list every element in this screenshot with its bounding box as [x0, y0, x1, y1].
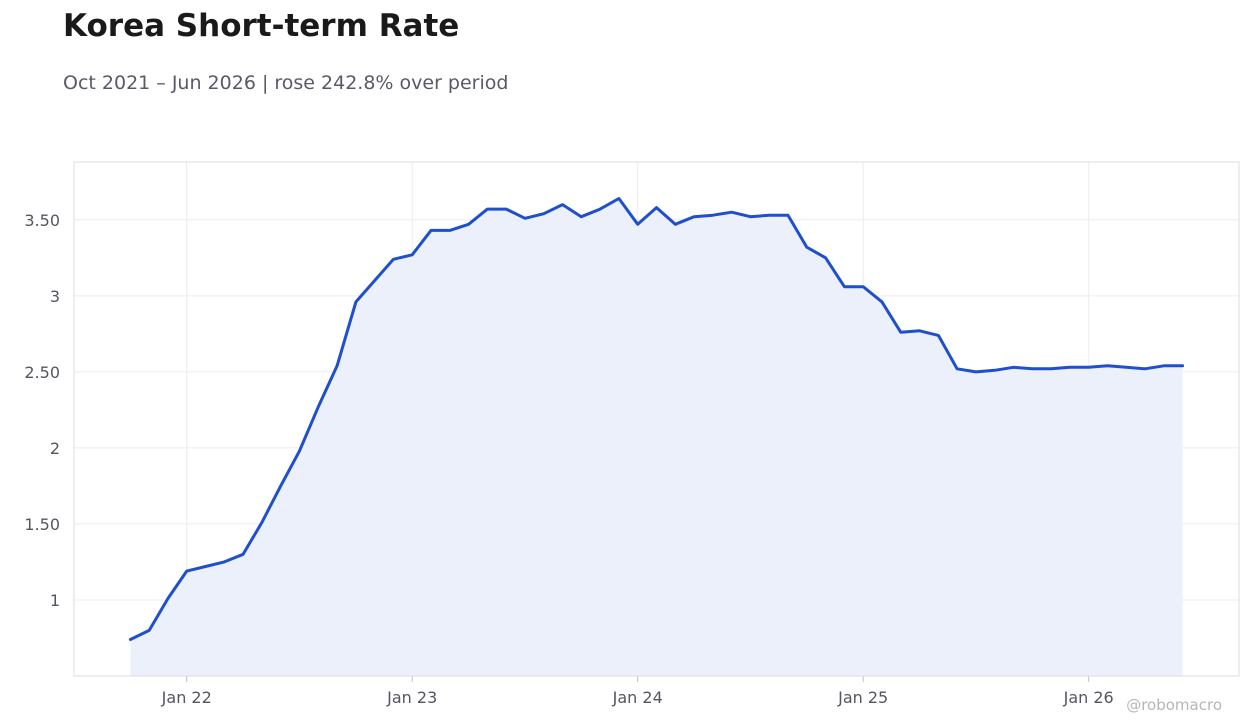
data-point	[147, 628, 151, 632]
data-point	[279, 484, 283, 488]
data-point	[222, 560, 226, 564]
data-point	[767, 213, 771, 217]
data-point	[899, 330, 903, 334]
plot-frame	[73, 161, 1240, 677]
data-point	[861, 285, 865, 289]
data-point	[1181, 364, 1185, 368]
data-point	[1012, 365, 1016, 369]
data-point	[185, 569, 189, 573]
data-point	[993, 368, 997, 372]
x-axis-tick-labels: Jan 22 Jan 23 Jan 24 Jan 25 Jan 26	[161, 688, 1114, 707]
data-point	[936, 333, 940, 337]
data-point	[579, 215, 583, 219]
data-point	[429, 228, 433, 232]
data-point	[617, 197, 621, 201]
chart-subtitle: Oct 2021 – Jun 2026 | rose 242.8% over p…	[63, 72, 509, 94]
data-point	[805, 245, 809, 249]
data-point	[730, 210, 734, 214]
data-point	[298, 449, 302, 453]
data-point	[673, 222, 677, 226]
data-point	[1030, 367, 1034, 371]
data-point	[523, 216, 527, 220]
y-tick-label: 3	[50, 287, 60, 306]
data-point	[204, 565, 208, 569]
data-point	[692, 215, 696, 219]
data-point	[786, 213, 790, 217]
data-point	[711, 213, 715, 217]
data-point	[1087, 365, 1091, 369]
data-point	[918, 329, 922, 333]
data-point	[391, 257, 395, 261]
y-tick-label: 1	[50, 591, 60, 610]
data-point	[636, 222, 640, 226]
x-tick-label: Jan 23	[386, 688, 437, 707]
data-point	[166, 596, 170, 600]
data-point	[749, 215, 753, 219]
data-point	[485, 207, 489, 211]
y-tick-label: 2	[50, 439, 60, 458]
data-point	[1124, 365, 1128, 369]
data-point	[241, 552, 245, 556]
x-tick-label: Jan 25	[837, 688, 888, 707]
rate-series-line	[128, 197, 1185, 641]
x-tick-label: Jan 24	[612, 688, 663, 707]
data-point	[373, 279, 377, 283]
data-point	[260, 520, 264, 524]
y-tick-label: 2.50	[24, 363, 60, 382]
data-point	[504, 207, 508, 211]
data-point	[1049, 367, 1053, 371]
data-point	[955, 367, 959, 371]
rate-area-fill	[130, 198, 1183, 676]
data-point	[1143, 367, 1147, 371]
x-tick-label: Jan 26	[1063, 688, 1114, 707]
data-point	[316, 405, 320, 409]
data-point	[824, 256, 828, 260]
data-point	[542, 212, 546, 216]
data-point	[974, 370, 978, 374]
data-point	[128, 638, 132, 642]
data-point	[467, 222, 471, 226]
data-point	[655, 206, 659, 210]
data-point	[1106, 364, 1110, 368]
data-point	[598, 207, 602, 211]
y-tick-label: 3.50	[24, 211, 60, 230]
data-point	[410, 253, 414, 257]
chart-title: Korea Short-term Rate	[63, 8, 460, 44]
data-point	[448, 228, 452, 232]
data-point	[354, 300, 358, 304]
data-point	[1162, 364, 1166, 368]
y-tick-label: 1.50	[24, 515, 60, 534]
x-tick-label: Jan 22	[161, 688, 212, 707]
data-point	[880, 300, 884, 304]
data-point	[1068, 365, 1072, 369]
data-point	[561, 203, 565, 207]
data-point	[842, 285, 846, 289]
data-point	[335, 364, 339, 368]
watermark: @robomacro	[1126, 696, 1222, 714]
y-axis-tick-labels: 1 1.50 2 2.50 3 3.50	[24, 211, 60, 610]
